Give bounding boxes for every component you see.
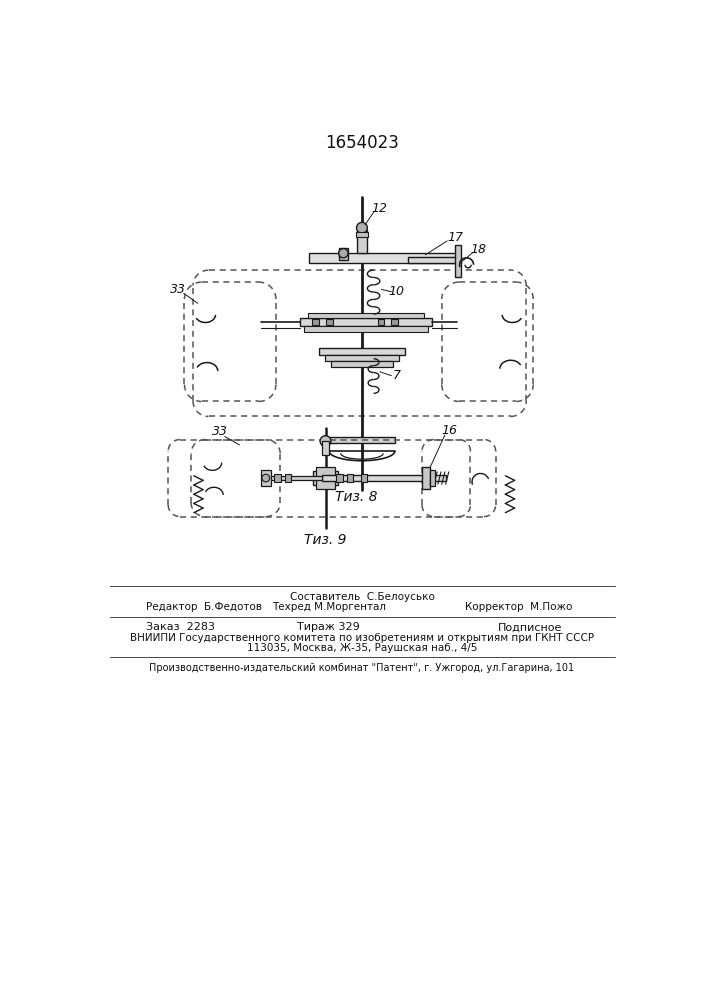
- Circle shape: [356, 222, 368, 233]
- Text: Техред М.Моргентал: Техред М.Моргентал: [271, 602, 385, 612]
- Bar: [325, 355, 399, 361]
- Text: 12: 12: [371, 202, 387, 215]
- Text: 16: 16: [442, 424, 457, 437]
- Text: Составитель  С.Белоусько: Составитель С.Белоусько: [289, 592, 434, 602]
- Bar: [261, 470, 271, 486]
- Text: 33: 33: [170, 283, 185, 296]
- Bar: [313, 471, 338, 485]
- Bar: [322, 475, 445, 481]
- Text: 113035, Москва, Ж-35, Раушская наб., 4/5: 113035, Москва, Ж-35, Раушская наб., 4/5: [247, 643, 477, 653]
- Bar: [361, 474, 368, 482]
- Text: 33: 33: [212, 425, 228, 438]
- Bar: [264, 476, 322, 480]
- Bar: [285, 474, 291, 482]
- Circle shape: [339, 249, 348, 258]
- Circle shape: [320, 436, 331, 446]
- Bar: [455, 245, 461, 277]
- Bar: [274, 474, 281, 482]
- Text: 7: 7: [393, 369, 401, 382]
- Text: Производственно-издательский комбинат "Патент", г. Ужгород, ул.Гагарина, 101: Производственно-издательский комбинат "П…: [149, 663, 575, 673]
- Circle shape: [262, 474, 270, 482]
- Bar: [316, 467, 335, 489]
- Bar: [378, 319, 385, 325]
- Bar: [327, 319, 332, 325]
- Text: 17: 17: [447, 231, 463, 244]
- Bar: [422, 467, 430, 489]
- Text: Редактор  Б.Федотов: Редактор Б.Федотов: [146, 602, 262, 612]
- Text: Корректор  М.Пожо: Корректор М.Пожо: [464, 602, 572, 612]
- Bar: [329, 437, 395, 443]
- Text: 18: 18: [470, 243, 486, 256]
- Bar: [409, 257, 461, 263]
- Bar: [347, 474, 354, 482]
- Text: 10: 10: [389, 285, 405, 298]
- Bar: [304, 326, 428, 332]
- Text: Подписное: Подписное: [498, 622, 562, 632]
- Bar: [320, 348, 404, 355]
- Bar: [430, 470, 435, 486]
- Text: Заказ  2283: Заказ 2283: [146, 622, 216, 632]
- Text: 1654023: 1654023: [325, 134, 399, 152]
- Text: ВНИИПИ Государственного комитета по изобретениям и открытиям при ГКНТ СССР: ВНИИПИ Государственного комитета по изоб…: [130, 633, 594, 643]
- Bar: [308, 313, 424, 318]
- Bar: [322, 441, 329, 455]
- Bar: [392, 319, 397, 325]
- Bar: [357, 230, 367, 253]
- Bar: [356, 232, 368, 237]
- Text: Τиз. 9: Τиз. 9: [304, 533, 346, 547]
- Text: Тираж 329: Тираж 329: [297, 622, 360, 632]
- Bar: [312, 319, 319, 325]
- Bar: [339, 248, 348, 260]
- Bar: [331, 361, 393, 367]
- Text: Τиз. 8: Τиз. 8: [334, 490, 377, 504]
- Bar: [309, 253, 460, 263]
- Bar: [300, 318, 432, 326]
- Bar: [337, 474, 343, 482]
